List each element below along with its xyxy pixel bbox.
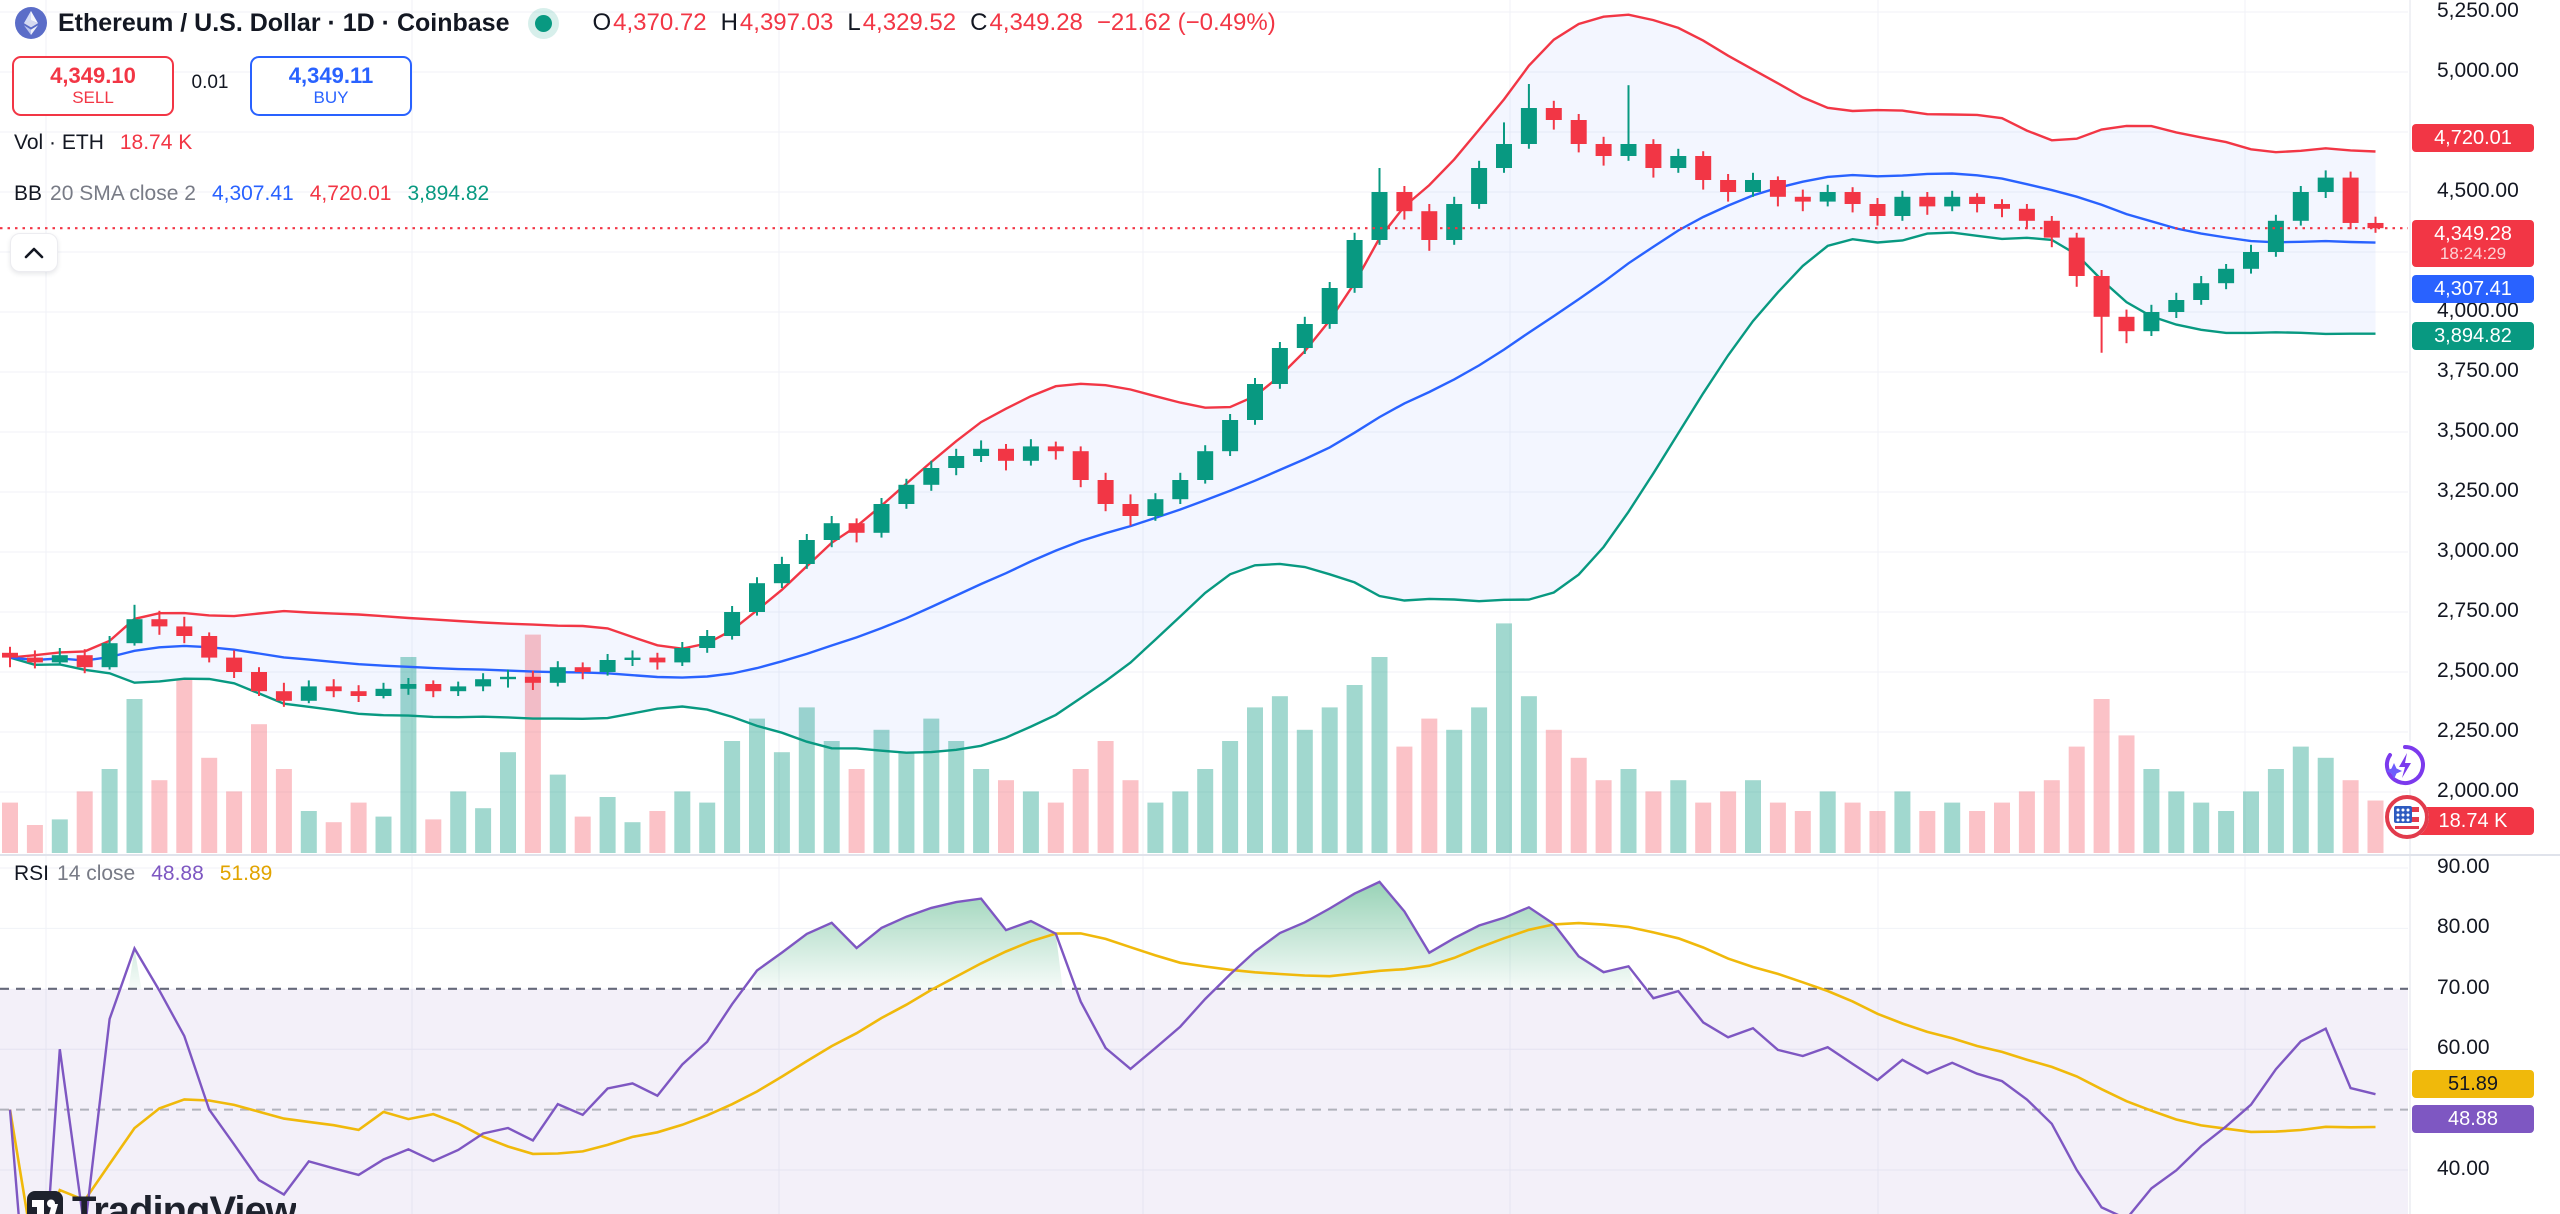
price-axis-label: 2,500.00 <box>2437 659 2519 682</box>
bb-basis-value: 4,307.41 <box>211 182 294 205</box>
tradingview-watermark[interactable]: TradingView <box>26 1190 296 1214</box>
price-axis-label: 4,500.00 <box>2437 179 2519 202</box>
chevron-up-icon <box>24 247 44 258</box>
rsi-band-fill <box>0 988 2408 1214</box>
bb-upper-line <box>9 13 2376 659</box>
volume-bars <box>2 623 2384 853</box>
price-axis-label: 3,750.00 <box>2437 359 2519 382</box>
sell-label: SELL <box>72 88 114 108</box>
price-axis-label: 80.00 <box>2437 915 2490 939</box>
rsi-legend-title: RSI <box>14 862 50 885</box>
buy-button[interactable]: 4,349.11 BUY <box>250 56 412 116</box>
rsi-legend-params: 14 close <box>57 862 136 885</box>
ethereum-logo-icon[interactable] <box>14 6 48 40</box>
bb-upper-value: 4,720.01 <box>309 182 392 205</box>
rsi-value-tag: 48.88 <box>2412 1105 2534 1133</box>
ohlc-high-label: H <box>720 9 738 36</box>
price-axis-label: 60.00 <box>2437 1036 2490 1060</box>
candles <box>2 84 2384 707</box>
price-axis-label: 2,250.00 <box>2437 719 2519 742</box>
spread-value: 0.01 <box>191 72 229 93</box>
volume-legend-value: 18.74 K <box>119 131 193 154</box>
bb-legend-title: BB <box>14 182 43 205</box>
price-axis-label: 40.00 <box>2437 1157 2490 1180</box>
price-axis-label: 3,500.00 <box>2437 419 2519 442</box>
last-price-tag: 4,349.28 18:24:29 <box>2412 220 2534 267</box>
rsi-ma-value: 51.89 <box>219 862 273 885</box>
ohlc-high-value: 4,397.03 <box>739 9 834 36</box>
rsi-overbought-fill <box>751 898 1063 989</box>
ohlc-close-label: C <box>970 9 988 36</box>
ohlc-open-label: O <box>592 9 612 36</box>
buy-price: 4,349.11 <box>288 63 374 89</box>
price-axis-label: 3,250.00 <box>2437 479 2519 502</box>
bb-legend[interactable]: BB 20 SMA close 2 4,307.41 4,720.01 3,89… <box>14 182 489 206</box>
watermark-text: TradingView <box>72 1190 296 1214</box>
economic-event-flag-icon[interactable] <box>2385 795 2429 839</box>
rsi-value: 48.88 <box>151 862 204 885</box>
rsi-ma-line <box>8 921 2376 1214</box>
rsi-line <box>8 880 2376 1214</box>
ohlc-low-label: L <box>847 9 861 36</box>
bb-upper-price-tag: 4,720.01 <box>2412 124 2534 152</box>
ohlc-change-value: −21.62 (−0.49%) <box>1096 9 1276 36</box>
market-status-icon[interactable] <box>535 14 553 32</box>
price-axis-label: 2,000.00 <box>2437 779 2519 802</box>
symbol-header: Ethereum / U.S. Dollar · 1D · Coinbase O… <box>14 6 1276 40</box>
price-axis-label: 5,000.00 <box>2437 59 2519 82</box>
bb-lower-line <box>9 231 2376 754</box>
ohlc-close-value: 4,349.28 <box>989 9 1083 36</box>
volume-legend-title: Vol · ETH <box>14 131 104 154</box>
symbol-title[interactable]: Ethereum / U.S. Dollar · 1D · Coinbase <box>58 8 510 37</box>
sell-button[interactable]: 4,349.10 SELL <box>12 56 174 116</box>
rsi-overbought-fill <box>128 948 142 989</box>
bb-fill <box>10 14 2376 753</box>
rsi-pane <box>0 880 2408 1214</box>
rsi-ma-tag: 51.89 <box>2412 1070 2534 1098</box>
collapse-indicators-button[interactable] <box>10 233 58 272</box>
ohlc-low-value: 4,329.52 <box>862 9 957 36</box>
price-axis-label: 70.00 <box>2437 975 2490 999</box>
price-pane <box>0 13 2408 853</box>
ohlc-readout: O 4,370.72 H 4,397.03 L 4,329.52 C 4,349.28 … <box>578 9 1275 37</box>
bb-basis-price-tag: 4,307.41 <box>2412 275 2534 303</box>
price-axis-label: 4,000.00 <box>2437 299 2519 322</box>
ohlc-open-value: 4,370.72 <box>613 9 707 36</box>
volume-tag: 18.74 K <box>2412 807 2534 835</box>
buy-label: BUY <box>313 88 349 108</box>
bb-basis-line <box>9 172 2376 679</box>
us-flag-icon <box>2385 795 2429 839</box>
tradingview-logo-icon <box>27 1191 63 1214</box>
bb-lower-value: 3,894.82 <box>407 182 490 205</box>
rsi-overbought-fill <box>1224 881 1636 989</box>
price-axis-label: 5,250.00 <box>2437 0 2519 22</box>
ai-assistant-icon[interactable] <box>2381 741 2429 789</box>
sell-price: 4,349.10 <box>50 63 136 89</box>
price-axis-label: 3,000.00 <box>2437 539 2519 562</box>
bb-lower-price-tag: 3,894.82 <box>2412 322 2534 350</box>
ai-lightning-icon <box>2384 745 2425 785</box>
price-axis-label: 2,750.00 <box>2437 599 2519 622</box>
bb-legend-params: 20 SMA close 2 <box>50 182 196 205</box>
volume-legend[interactable]: Vol · ETH 18.74 K <box>14 131 192 155</box>
price-axis-label: 90.00 <box>2437 855 2490 878</box>
rsi-legend[interactable]: RSI 14 close 48.88 51.89 <box>14 862 272 886</box>
